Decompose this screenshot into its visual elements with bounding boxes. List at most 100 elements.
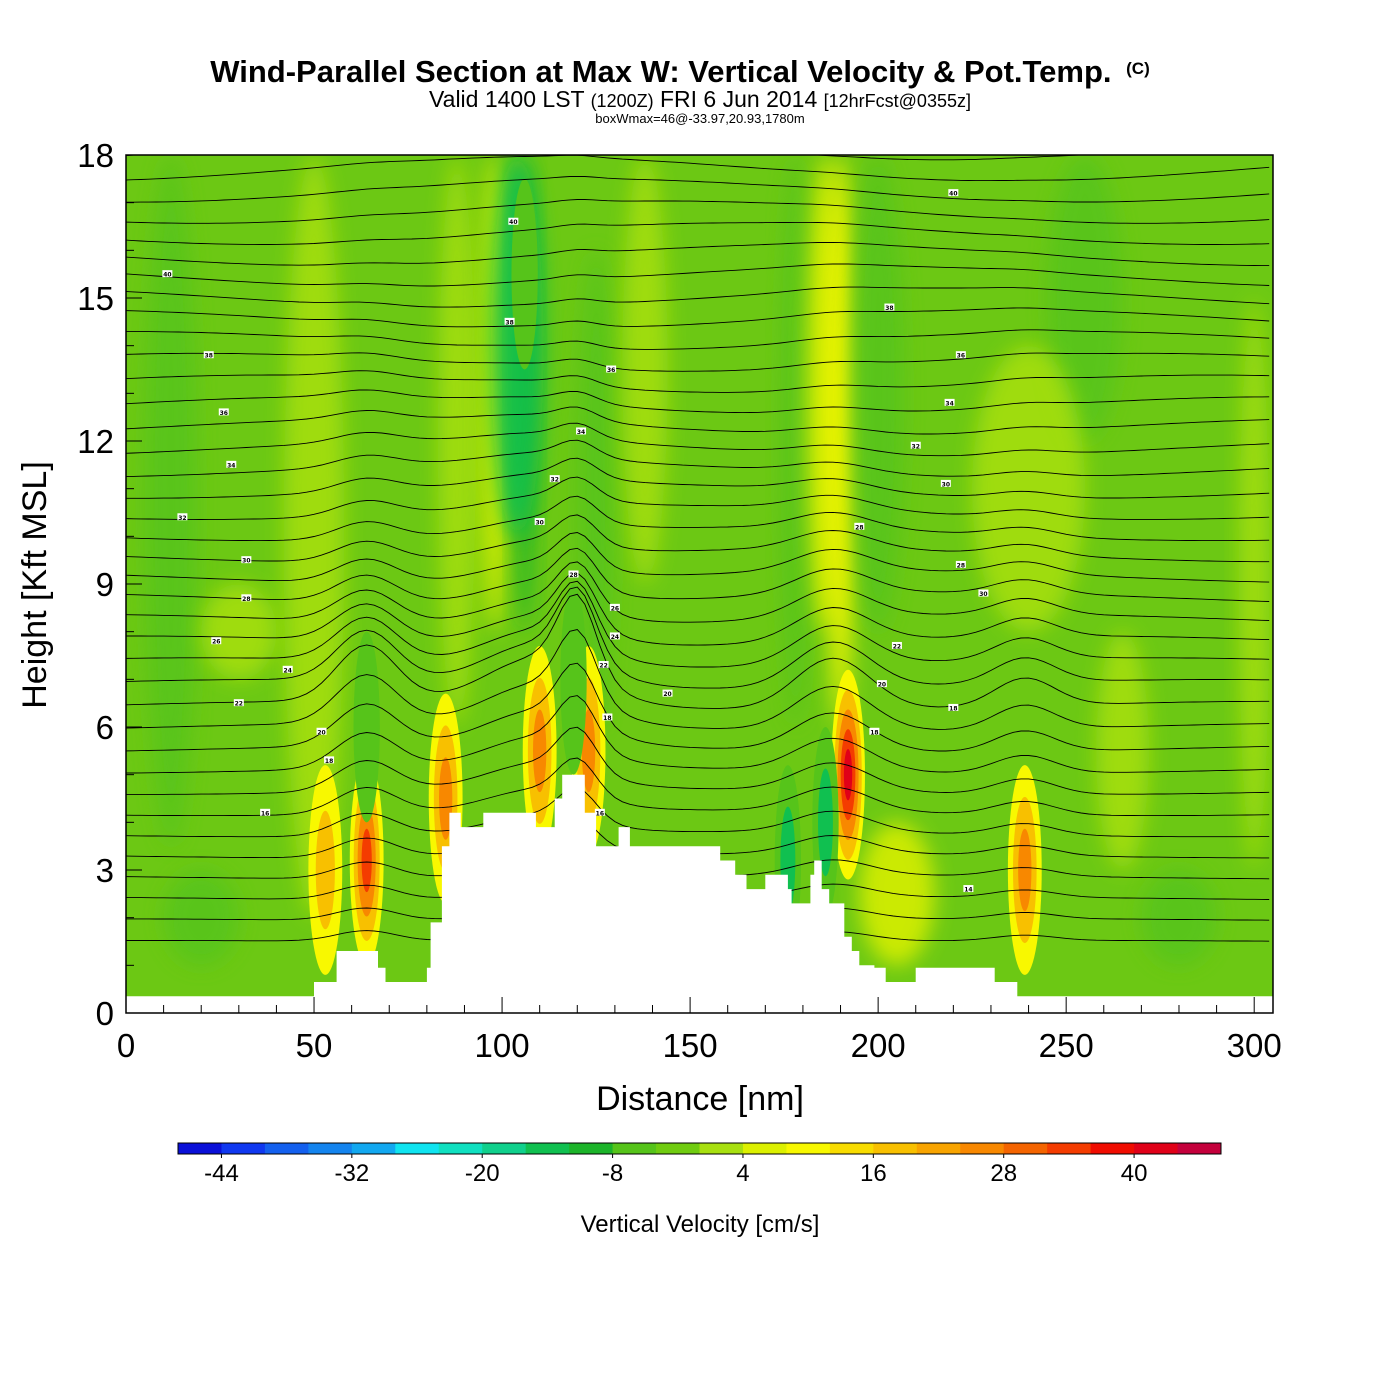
svg-text:32: 32 <box>551 477 559 484</box>
x-tick-label: 300 <box>1227 1027 1282 1064</box>
theta-isentrope <box>126 406 1270 435</box>
svg-text:18: 18 <box>949 705 957 712</box>
svg-text:32: 32 <box>912 443 920 450</box>
downdraft-cell <box>511 178 538 370</box>
theta-isentrope <box>126 476 1270 520</box>
svg-text:30: 30 <box>942 481 950 488</box>
theta-isentrope <box>126 307 1270 328</box>
x-tick-label: 150 <box>663 1027 718 1064</box>
colorbar-swatch <box>569 1143 614 1154</box>
svg-text:40: 40 <box>163 272 171 279</box>
plot-area: 40 38 36 34 32 30 28 26 24 22 20 18 16 40 38 36 34 32 30 28… <box>126 155 1273 1013</box>
y-tick-label: 0 <box>96 995 114 1032</box>
colorbar-swatch <box>1047 1143 1092 1154</box>
theta-isentrope <box>126 580 1270 668</box>
theta-label: 18 <box>869 727 880 736</box>
theta-label: 32 <box>910 441 921 450</box>
svg-text:20: 20 <box>317 729 325 736</box>
theta-label: 18 <box>602 713 613 722</box>
theta-label: 22 <box>233 699 244 708</box>
theta-isentrope <box>126 329 1270 350</box>
svg-text:18: 18 <box>325 758 333 765</box>
theta-label: 24 <box>282 665 293 674</box>
svg-text:28: 28 <box>569 572 577 579</box>
colorbar-tick-label: -32 <box>334 1160 369 1187</box>
theta-label: 22 <box>598 661 609 670</box>
box-wmax-info: boxWmax=46@-33.97,20.93,1780m <box>595 111 804 126</box>
y-tick-label: 18 <box>77 137 114 174</box>
theta-isentrope <box>126 155 1270 182</box>
svg-text:30: 30 <box>979 591 987 598</box>
field-streak <box>144 155 198 847</box>
downdraft-cell <box>818 768 833 877</box>
theta-label: 36 <box>955 351 966 360</box>
theta-label: 28 <box>241 594 252 603</box>
valid-time-line: Valid 1400 LST (1200Z) FRI 6 Jun 2014 [1… <box>429 86 971 112</box>
x-tick-label: 0 <box>117 1027 135 1064</box>
theta-label: 38 <box>504 317 515 326</box>
svg-text:24: 24 <box>284 667 292 674</box>
svg-text:28: 28 <box>855 524 863 531</box>
theta-isentrope <box>126 457 1270 499</box>
colorbar-tick-label: 40 <box>1121 1160 1148 1187</box>
colorbar-swatch <box>178 1143 222 1154</box>
colorbar-frame <box>177 1142 1222 1155</box>
theta-label: 34 <box>944 398 955 407</box>
theta-label: 38 <box>203 351 214 360</box>
updraft-cell <box>533 709 547 793</box>
theta-isentrope <box>126 389 1270 414</box>
theta-label: 26 <box>211 637 222 646</box>
colorbar-swatch <box>699 1143 744 1154</box>
colorbar-tick-label: 16 <box>860 1160 887 1187</box>
theta-label: 28 <box>955 560 966 569</box>
downdraft-cell <box>353 631 380 823</box>
colorbar-swatch <box>1134 1143 1179 1154</box>
colorbar-swatch <box>1090 1143 1135 1154</box>
x-tick-label: 50 <box>296 1027 333 1064</box>
svg-text:38: 38 <box>205 353 213 360</box>
theta-isentrope <box>126 757 1270 817</box>
field-streak <box>1096 631 1149 870</box>
theta-isentrope <box>126 787 1270 838</box>
colorbar-swatch <box>742 1143 787 1154</box>
theta-label: 30 <box>940 479 951 488</box>
field-streak <box>1047 155 1123 441</box>
theta-isentrope <box>126 370 1270 393</box>
theta-isentrope <box>126 352 1270 372</box>
updraft-cell <box>438 757 453 840</box>
svg-text:30: 30 <box>242 558 250 565</box>
colorbar-swatch <box>438 1143 483 1154</box>
theta-isentrope <box>126 514 1270 563</box>
theta-label: 38 <box>884 303 895 312</box>
theta-isentrope <box>126 586 1270 689</box>
svg-text:14: 14 <box>964 887 972 894</box>
colorbar-swatch <box>351 1143 396 1154</box>
svg-text:30: 30 <box>535 520 543 527</box>
theta-isentrope <box>126 495 1270 542</box>
field-streak <box>1239 298 1270 870</box>
y-tick-label: 9 <box>96 566 114 603</box>
field-streak <box>825 155 856 727</box>
theta-isentrope <box>126 726 1270 795</box>
x-axis-label: Distance [nm] <box>596 1080 804 1118</box>
colorbar-swatch <box>1003 1143 1048 1154</box>
svg-text:20: 20 <box>663 691 671 698</box>
colorbar-swatch <box>1177 1143 1222 1154</box>
theta-label: 30 <box>241 556 252 565</box>
theta-label: 20 <box>662 689 673 698</box>
theta-label: 18 <box>948 703 959 712</box>
colorbar-tick-label: -8 <box>602 1160 623 1187</box>
svg-text:36: 36 <box>220 410 228 417</box>
svg-text:22: 22 <box>599 663 607 670</box>
svg-text:16: 16 <box>261 810 269 817</box>
updraft-cell <box>361 828 372 893</box>
colorbar-label: Vertical Velocity [cm/s] <box>581 1211 820 1238</box>
theta-label: 18 <box>324 756 335 765</box>
theta-label: 36 <box>606 365 617 374</box>
theta-isentrope <box>126 175 1270 203</box>
colorbar-swatch <box>829 1143 874 1154</box>
theta-label: 40 <box>162 270 173 279</box>
y-tick-label: 6 <box>96 709 114 746</box>
theta-label: 34 <box>226 460 237 469</box>
svg-text:40: 40 <box>509 219 517 226</box>
